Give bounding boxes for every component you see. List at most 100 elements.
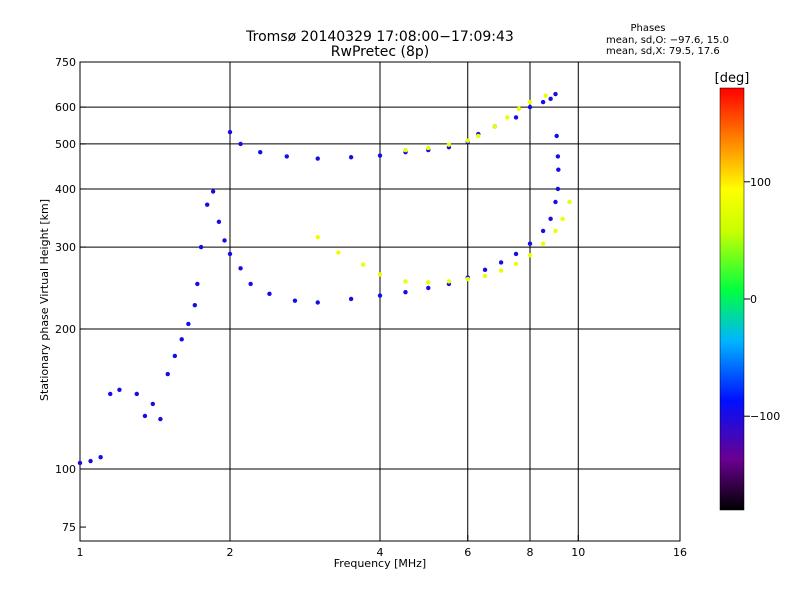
data-point xyxy=(403,289,408,295)
data-point xyxy=(348,296,354,302)
data-point xyxy=(172,353,178,359)
data-point xyxy=(540,99,546,105)
data-point xyxy=(446,142,452,147)
data-point xyxy=(560,216,565,222)
grid-lines xyxy=(80,62,680,541)
data-point xyxy=(426,285,431,291)
data-point xyxy=(108,391,113,397)
data-point xyxy=(516,106,522,111)
x-tick-label: 4 xyxy=(377,546,384,559)
data-points xyxy=(77,91,572,466)
data-point xyxy=(267,291,272,297)
data-point xyxy=(482,267,488,273)
data-point xyxy=(360,262,366,267)
data-point xyxy=(315,300,320,305)
colorbar-tick-label: 100 xyxy=(750,176,771,189)
data-point xyxy=(336,250,341,255)
data-point xyxy=(527,104,533,110)
data-point xyxy=(227,251,233,257)
data-point xyxy=(403,279,408,284)
data-point xyxy=(150,401,156,407)
x-tick-label: 2 xyxy=(227,546,234,559)
data-point xyxy=(179,337,184,342)
data-point xyxy=(527,253,533,258)
data-point xyxy=(426,280,431,285)
data-point xyxy=(315,235,320,240)
data-point xyxy=(492,124,498,129)
data-point xyxy=(555,154,561,159)
data-point xyxy=(553,199,558,205)
data-point xyxy=(158,416,163,422)
data-point xyxy=(465,138,470,143)
data-point xyxy=(554,133,559,139)
data-point xyxy=(142,413,148,419)
x-tick-label: 6 xyxy=(464,546,471,559)
data-point xyxy=(513,115,519,120)
data-point xyxy=(548,96,553,102)
data-point xyxy=(238,266,243,271)
data-point xyxy=(134,391,139,397)
y-axis-ticks: 75 100 200 300 400 500 600 750 xyxy=(55,56,86,534)
x-axis-label: Frequency [MHz] xyxy=(334,557,426,570)
phases-x-stats: mean, sd,X: 79.5, 17.6 xyxy=(606,46,720,57)
data-point xyxy=(446,279,452,284)
data-point xyxy=(222,238,227,243)
colorbar-ticks: 100 0 −100 xyxy=(744,176,780,423)
y-tick-label: 300 xyxy=(55,241,76,254)
data-point xyxy=(348,155,354,160)
data-point xyxy=(292,298,298,303)
y-tick-label: 750 xyxy=(55,56,76,69)
x-axis-ticks: 1 2 4 6 8 10 16 xyxy=(77,535,687,559)
data-point xyxy=(284,154,289,159)
y-tick-label: 500 xyxy=(55,138,76,151)
data-point xyxy=(227,129,233,135)
data-point xyxy=(88,458,93,464)
y-tick-label: 200 xyxy=(55,323,76,336)
data-point xyxy=(377,293,383,298)
data-point xyxy=(527,241,533,246)
data-point xyxy=(426,145,431,151)
data-point xyxy=(548,216,553,222)
data-point xyxy=(248,281,253,287)
phases-o-stats: mean, sd,O: −97.6, 15.0 xyxy=(606,35,729,46)
data-point xyxy=(553,91,558,97)
data-point xyxy=(476,133,481,139)
data-point xyxy=(543,93,548,98)
data-point xyxy=(513,251,519,257)
data-point xyxy=(210,189,216,194)
phases-heading: Phases xyxy=(630,23,665,34)
data-point xyxy=(465,276,470,282)
data-point xyxy=(165,371,170,377)
data-point xyxy=(540,228,546,234)
x-tick-label: 8 xyxy=(527,546,534,559)
data-point xyxy=(98,454,103,460)
data-point xyxy=(540,241,546,246)
data-point xyxy=(498,268,504,273)
chart-subtitle: RwPretec (8p) xyxy=(331,44,429,60)
data-point xyxy=(195,281,200,287)
data-point xyxy=(555,186,561,192)
data-point xyxy=(216,219,222,224)
colorbar-unit: [deg] xyxy=(715,71,750,86)
data-point xyxy=(498,260,504,265)
y-tick-label: 75 xyxy=(62,521,76,534)
x-tick-label: 1 xyxy=(77,546,84,559)
y-axis-label: Stationary phase Virtual Height [km] xyxy=(38,199,51,401)
data-point xyxy=(553,228,558,234)
data-point xyxy=(238,141,243,147)
x-tick-label: 16 xyxy=(673,546,687,559)
y-tick-label: 400 xyxy=(55,183,76,196)
data-point xyxy=(377,153,383,158)
data-point xyxy=(403,147,408,153)
x-tick-label: 10 xyxy=(571,546,585,559)
data-point xyxy=(567,199,572,205)
colorbar xyxy=(719,87,745,511)
colorbar-tick-label: −100 xyxy=(750,410,780,423)
data-point xyxy=(192,302,198,308)
data-point xyxy=(198,244,204,250)
data-point xyxy=(258,149,263,155)
data-point xyxy=(77,460,83,466)
data-point xyxy=(204,202,210,207)
data-point xyxy=(315,156,320,161)
data-point xyxy=(504,115,510,120)
